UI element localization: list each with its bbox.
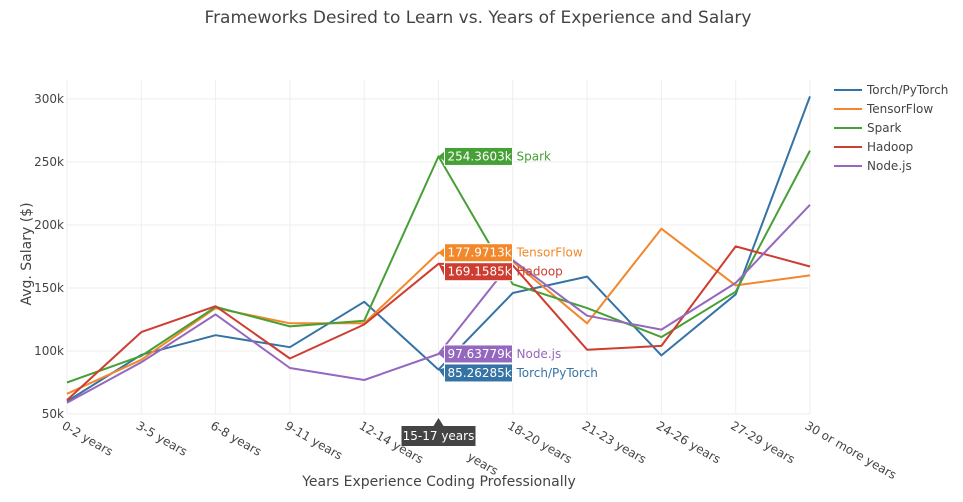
- hover-pointer: [438, 151, 445, 162]
- y-tick-label: 150k: [34, 281, 64, 295]
- hover-value-box: [444, 146, 513, 166]
- series-lines: [66, 96, 811, 404]
- x-tick-label: 6-8 years: [208, 418, 264, 458]
- y-tick-label: 50k: [42, 407, 64, 421]
- legend-label[interactable]: Hadoop: [867, 140, 913, 154]
- hover-labels: 254.3603k Spark 177.9713k TensorFlow 169.158…: [401, 146, 598, 446]
- x-tick-label: 27-29 years: [728, 418, 797, 466]
- legend[interactable]: Torch/PyTorch TensorFlow Spark Hadoop Node.j…: [834, 83, 948, 173]
- y-tick-label: 300k: [34, 92, 64, 106]
- legend-label[interactable]: Node.js: [867, 159, 912, 173]
- y-tick-label: 200k: [34, 218, 64, 232]
- hover-value: 169.1585k: [448, 265, 512, 279]
- x-hover-tag-label: 15-17 years: [403, 429, 475, 443]
- hover-pointer: [438, 367, 445, 378]
- x-axis-ticks: 0-2 years 3-5 years 6-8 years 9-11 years 12-…: [60, 418, 899, 482]
- hover-value: 177.9713k: [448, 246, 512, 260]
- x-tick-label: 30 or more years: [803, 418, 899, 482]
- hover-series-name: Torch/PyTorch: [516, 366, 598, 380]
- x-axis-title: Years Experience Coding Professionally: [301, 474, 576, 490]
- hover-pointer: [438, 247, 445, 258]
- hover-series-name: Node.js: [517, 347, 562, 361]
- series-line: [66, 227, 811, 395]
- hover-series-name: Spark: [517, 149, 552, 163]
- x-tick-label: 3-5 years: [134, 418, 190, 458]
- legend-label[interactable]: Torch/PyTorch: [866, 83, 948, 97]
- hover-value-box: [444, 243, 513, 263]
- y-axis-ticks: 50k 100k 150k 200k 250k 300k: [34, 92, 64, 421]
- series-line: [66, 96, 811, 403]
- hover-value: 254.3603k: [448, 149, 512, 163]
- y-tick-label: 100k: [34, 344, 64, 358]
- hover-series-name: Hadoop: [517, 265, 563, 279]
- y-tick-label: 250k: [34, 155, 64, 169]
- hover-series-name: TensorFlow: [516, 246, 583, 260]
- legend-label[interactable]: TensorFlow: [866, 102, 933, 116]
- x-tick-label: 9-11 years: [282, 418, 344, 462]
- chart-title: Frameworks Desired to Learn vs. Years of…: [205, 8, 752, 28]
- x-tick-label: 0-2 years: [60, 418, 116, 458]
- hover-pointer: [438, 348, 445, 359]
- hover-value: 97.63779k: [448, 347, 512, 361]
- hover-value-box: [444, 344, 513, 364]
- x-hover-pointer: [433, 418, 444, 426]
- y-axis-title: Avg. Salary ($): [19, 202, 35, 305]
- hover-pointer: [438, 263, 445, 277]
- grid: [66, 80, 811, 415]
- series-line: [66, 204, 811, 404]
- x-tick-label: 24-26 years: [654, 418, 723, 466]
- legend-label[interactable]: Spark: [867, 121, 902, 135]
- hover-value-box: [444, 262, 513, 282]
- series-line: [66, 245, 811, 401]
- series-line: [66, 150, 811, 384]
- x-tick-label: 21-23 years: [580, 418, 649, 466]
- hover-value-box: [444, 363, 513, 383]
- x-hover-tag: [401, 426, 476, 446]
- x-tick-label: 18-20 years: [505, 418, 574, 466]
- hover-value: 85.26285k: [448, 366, 512, 380]
